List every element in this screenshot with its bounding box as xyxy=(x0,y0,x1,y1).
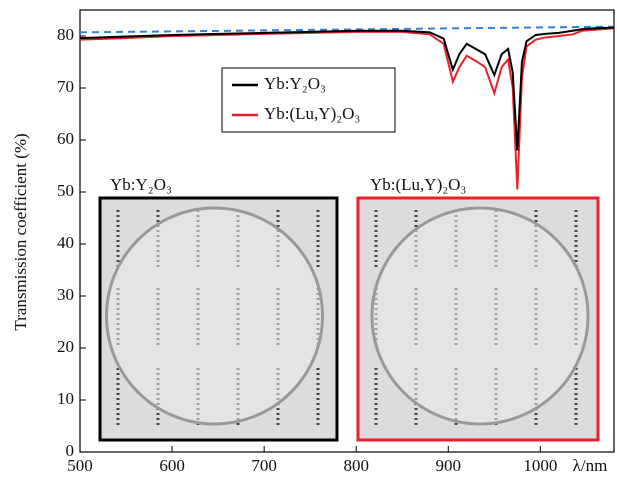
y-tick-label: 20 xyxy=(57,337,74,356)
inset-photo: Yb:Y₂O₃ xyxy=(100,175,337,440)
ceramic-disk xyxy=(107,208,323,424)
x-axis-label: λ/nm xyxy=(573,456,608,475)
inset-photo: Yb:(Lu,Y)₂O₃ xyxy=(358,175,598,440)
y-axis-label: Transmission coefficient (%) xyxy=(11,133,30,330)
chart: Transmission coefficient (%) λ/nm Yb:Y₂O… xyxy=(0,0,617,480)
legend-label: Yb:(Lu,Y)₂O₃ xyxy=(264,104,360,123)
y-tick-label: 70 xyxy=(57,77,74,96)
x-tick-label: 500 xyxy=(67,456,93,475)
x-tick-label: 1000 xyxy=(523,456,557,475)
y-tick-label: 80 xyxy=(57,25,74,44)
y-tick-label: 40 xyxy=(57,233,74,252)
x-tick-label: 900 xyxy=(436,456,462,475)
y-tick-label: 30 xyxy=(57,285,74,304)
inset-label: Yb:Y₂O₃ xyxy=(110,175,172,194)
x-tick-label: 700 xyxy=(251,456,277,475)
y-tick-label: 50 xyxy=(57,181,74,200)
ceramic-disk xyxy=(372,208,588,424)
inset-label: Yb:(Lu,Y)₂O₃ xyxy=(370,175,466,194)
legend-label: Yb:Y₂O₃ xyxy=(264,74,326,93)
y-tick-label: 10 xyxy=(57,389,74,408)
x-tick-label: 600 xyxy=(159,456,185,475)
x-tick-label: 800 xyxy=(343,456,369,475)
y-tick-label: 60 xyxy=(57,129,74,148)
